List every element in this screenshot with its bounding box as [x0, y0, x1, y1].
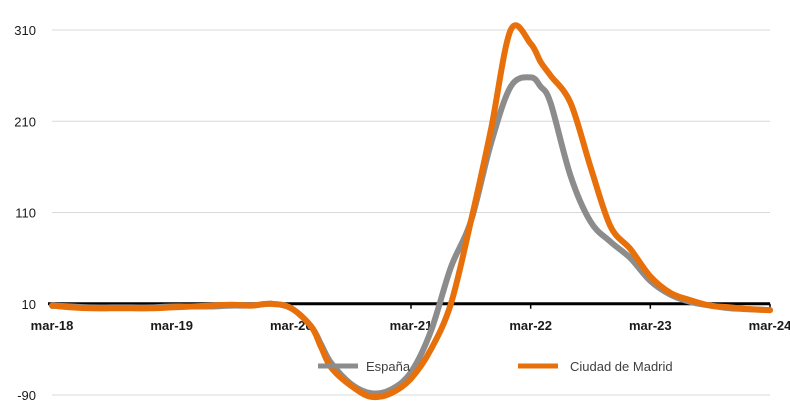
x-axis-ticks: mar-18 mar-19 mar-20 mar-21 mar-22 mar-23 mar-… [31, 303, 790, 333]
legend-label: Ciudad de Madrid [570, 359, 673, 374]
y-tick-label: 310 [14, 23, 36, 38]
series-lines [49, 22, 773, 401]
x-tick-label: mar-18 [31, 318, 74, 333]
series-line-espana [49, 74, 773, 397]
gridlines [52, 29, 770, 396]
y-tick-label: 110 [15, 206, 36, 221]
series-line-ciudad-de-madrid [49, 22, 773, 401]
x-tick-label: mar-23 [629, 318, 672, 333]
x-tick-label: mar-19 [150, 318, 193, 333]
x-tick-label: mar-24 [749, 318, 790, 333]
legend: España Ciudad de Madrid [318, 359, 673, 374]
x-tick-label: mar-22 [509, 318, 552, 333]
legend-label: España [366, 359, 411, 374]
y-tick-label: -90 [17, 388, 36, 401]
y-tick-label: 10 [22, 297, 36, 312]
y-axis-ticks: -90 10 110 210 310 [14, 23, 36, 401]
x-tick-label: mar-20 [270, 318, 313, 333]
x-tick-label: mar-21 [390, 318, 433, 333]
y-tick-label: 210 [14, 114, 36, 129]
